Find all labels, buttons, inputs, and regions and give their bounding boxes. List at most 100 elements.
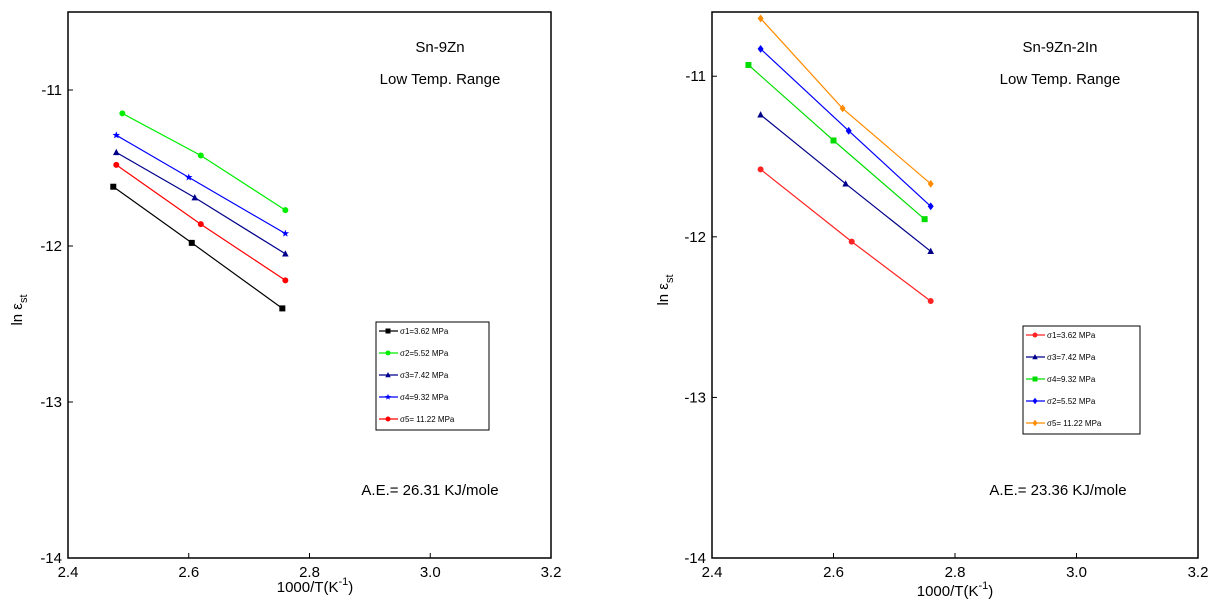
legend-label: σ2=5.52 MPa	[1047, 397, 1096, 406]
x-axis-label-main: 1000/T(K	[277, 579, 339, 596]
data-point	[279, 305, 286, 312]
y-axis-label: ln εst	[9, 294, 30, 325]
legend-marker	[385, 350, 391, 356]
legend-marker	[385, 328, 391, 334]
data-point	[282, 207, 289, 214]
annotation-text: Sn-9Zn-2In	[1022, 39, 1097, 56]
y-axis-label-main: ln ε	[9, 303, 26, 326]
x-axis-label-sup: -1	[978, 580, 988, 592]
data-point	[191, 194, 199, 201]
y-tick-label: -12	[40, 238, 62, 255]
data-point	[113, 161, 120, 168]
data-point	[282, 250, 289, 257]
y-tick-label: -12	[684, 229, 706, 246]
annotation-text: Low Temp. Range	[1000, 71, 1121, 88]
x-tick-label: 3.2	[1188, 564, 1209, 581]
series-line	[760, 17, 932, 185]
series-line	[122, 112, 286, 211]
activation-energy-label: A.E.= 26.31 KJ/mole	[361, 482, 498, 499]
y-tick-label: -13	[40, 394, 62, 411]
series-line	[116, 151, 286, 255]
y-axis-label-sub: st	[18, 294, 30, 303]
data-point	[927, 179, 934, 188]
x-tick-label: 2.6	[823, 564, 844, 581]
x-tick-label: 2.4	[702, 564, 723, 581]
x-axis-label-main: 1000/T(K	[917, 583, 979, 600]
data-point	[197, 221, 204, 228]
data-point	[921, 216, 928, 223]
plot-frame	[711, 11, 1199, 559]
data-point	[281, 229, 290, 237]
legend-box	[1022, 325, 1141, 435]
y-tick-label: -11	[685, 68, 706, 85]
series-line	[115, 134, 286, 235]
legend-label: σ1=3.62 MPa	[400, 327, 449, 336]
annotation-text: Sn-9Zn	[415, 39, 464, 56]
legend-label: σ1=3.62 MPa	[1047, 331, 1096, 340]
x-tick-label: 3.0	[1066, 564, 1087, 581]
data-point	[119, 110, 126, 117]
data-point	[839, 104, 846, 113]
chart-sn-9zn: 2.4 2.6 2.8 3.0 3.2 -11 -12 -13 -14 Sn-9Zn Low Tem…	[9, 11, 562, 596]
data-point	[927, 202, 934, 211]
x-tick-label: 2.8	[945, 564, 966, 581]
legend-marker	[1032, 419, 1038, 427]
legend-marker	[1032, 332, 1038, 338]
y-tick-label: -14	[684, 550, 706, 567]
x-tick-label: 2.6	[178, 564, 199, 581]
legend-label: σ3=7.42 MPa	[1047, 353, 1096, 362]
y-axis-label-sub: st	[664, 274, 676, 283]
y-tick-label: -13	[684, 389, 706, 406]
x-axis-label-close: )	[348, 579, 353, 596]
data-point	[197, 152, 204, 159]
legend-label: σ5= 11.22 MPa	[1047, 419, 1102, 428]
legend-marker	[1032, 376, 1038, 382]
legend-marker	[385, 372, 391, 378]
data-point	[745, 61, 752, 68]
legend-label: σ4=9.32 MPa	[400, 393, 449, 402]
x-axis-label: 1000/T(K-1)	[277, 576, 353, 596]
y-tick-label: -11	[41, 82, 62, 99]
data-point	[757, 14, 764, 23]
x-tick-label: 2.8	[299, 564, 320, 581]
activation-energy-label: A.E.= 23.36 KJ/mole	[989, 482, 1126, 499]
data-point	[927, 247, 934, 254]
data-point	[112, 131, 121, 139]
plot-frame	[67, 11, 552, 559]
x-tick-label: 2.4	[58, 564, 79, 581]
data-point	[848, 238, 855, 245]
x-tick-label: 3.0	[420, 564, 441, 581]
data-point	[188, 239, 195, 246]
data-point	[842, 180, 849, 187]
y-axis-label-main: ln ε	[655, 283, 672, 306]
legend-label: σ5= 11.22 MPa	[400, 415, 455, 424]
data-point	[757, 45, 764, 53]
legend-box	[375, 321, 490, 431]
legend-marker	[384, 393, 392, 400]
annotation-text: Low Temp. Range	[380, 71, 501, 88]
data-point	[927, 298, 934, 305]
series-line	[112, 186, 283, 309]
data-point	[757, 111, 764, 118]
data-point	[830, 137, 837, 144]
y-axis-label: ln εst	[655, 274, 676, 305]
y-tick-label: -14	[40, 550, 62, 567]
chart-sn-9zn-2in: 2.4 2.6 2.8 3.0 3.2 -11 -12 -13 -14 Sn-9Zn-2In Low…	[655, 11, 1209, 600]
x-axis-label: 1000/T(K-1)	[917, 580, 993, 600]
x-tick-label: 3.2	[541, 564, 562, 581]
data-point	[110, 183, 117, 190]
data-point	[113, 148, 120, 156]
legend-marker	[385, 416, 391, 422]
legend-label: σ4=9.32 MPa	[1047, 375, 1096, 384]
legend-label: σ3=7.42 MPa	[400, 371, 449, 380]
legend-marker	[1032, 354, 1038, 360]
legend-label: σ2=5.52 MPa	[400, 349, 449, 358]
legend-marker	[1032, 397, 1038, 405]
data-point	[845, 126, 852, 135]
data-point	[185, 173, 193, 181]
x-axis-label-sup: -1	[338, 576, 348, 588]
series-line	[748, 64, 925, 220]
series-line	[760, 168, 932, 302]
x-axis-label-close: )	[988, 583, 993, 600]
